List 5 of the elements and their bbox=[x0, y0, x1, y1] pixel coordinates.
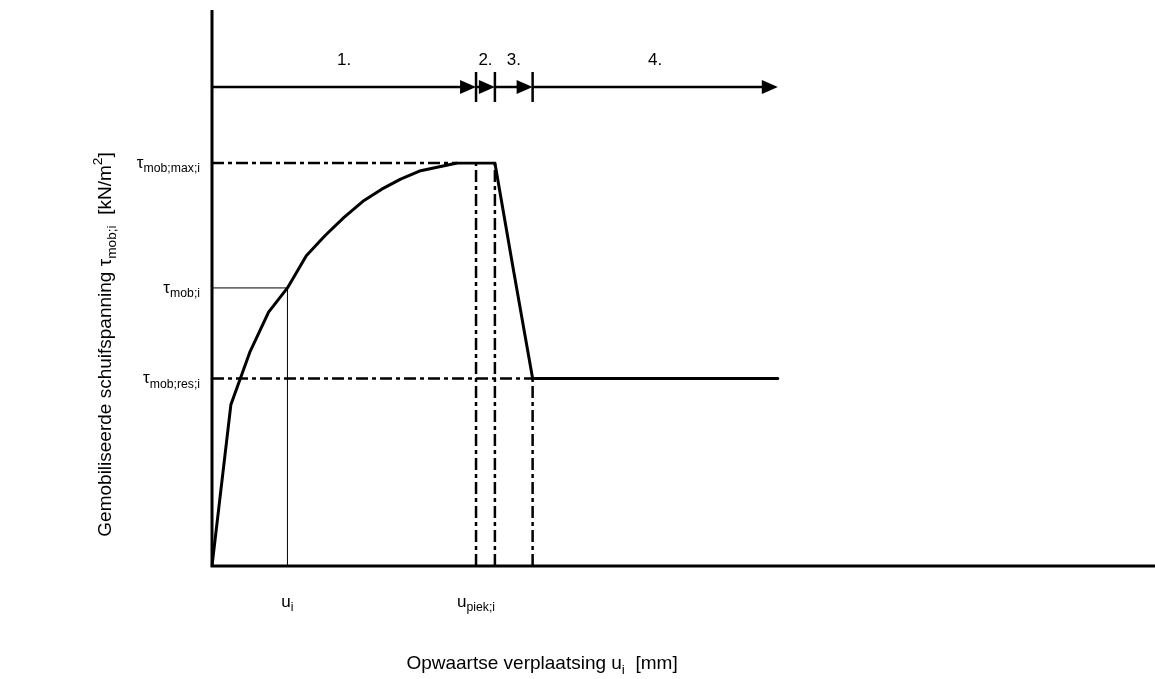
text: 2. bbox=[478, 49, 493, 69]
text: 3. bbox=[506, 49, 521, 69]
y-axis-title: Gemobiliseerde schuifspanning τmob;i [kN/m2] bbox=[90, 152, 120, 537]
text: 4. bbox=[648, 49, 663, 69]
text: 1. bbox=[336, 49, 352, 69]
